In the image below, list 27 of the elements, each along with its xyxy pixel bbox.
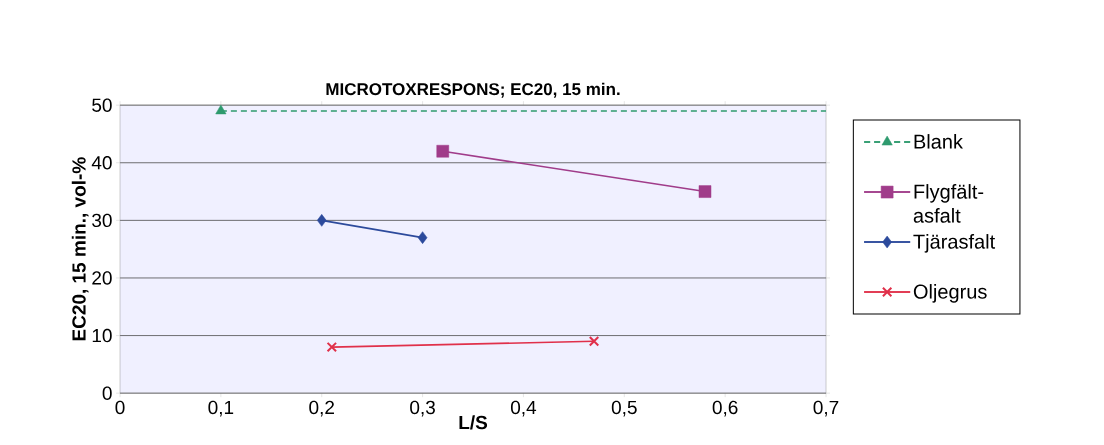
x-tick-label: 0,4: [510, 400, 537, 417]
y-tick-label: 20: [92, 271, 112, 285]
y-tick-label: 0: [102, 386, 112, 400]
x-tick-label: 0,3: [410, 400, 435, 417]
point: [316, 214, 327, 227]
legend-label: Flygfält-asfalt: [913, 184, 984, 223]
legend-label: Oljegrus: [913, 284, 987, 303]
x-axis-title: L/S: [459, 415, 488, 430]
point: [326, 341, 338, 353]
legend-label: Blank: [914, 134, 963, 149]
chart-title: MICROTOXRESPONS; EC20, 15 min.: [326, 82, 620, 98]
point: [698, 185, 712, 198]
y-tick-label: 30: [92, 213, 112, 228]
x-tick-label: 0,2: [309, 400, 334, 417]
x-tick-label: 0,6: [712, 400, 738, 417]
point: [588, 336, 600, 347]
y-tick-label: 10: [92, 328, 112, 343]
legend-label: Tjärasfalt: [913, 234, 996, 253]
x-tick-label: 0: [115, 400, 125, 415]
x-tick-label: 0,5: [611, 400, 637, 417]
x-tick-label: 0,1: [208, 400, 234, 417]
x-tick-label: 0,7: [813, 400, 839, 417]
y-axis-title: EC20, 15 min., vol-%: [71, 157, 89, 341]
point: [436, 144, 450, 158]
point: [417, 231, 428, 244]
y-tick-label: 50: [92, 98, 112, 112]
y-tick-label: 40: [91, 156, 112, 170]
